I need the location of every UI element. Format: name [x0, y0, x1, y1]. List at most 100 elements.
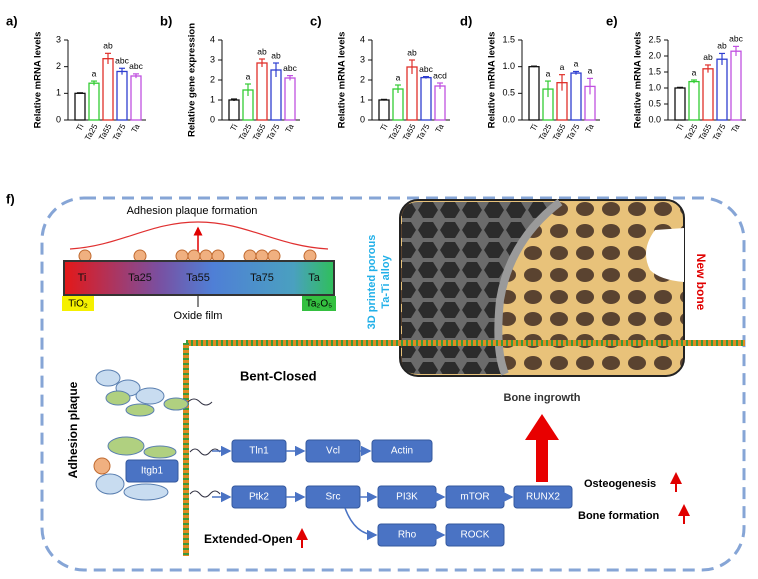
significance-label: ab [717, 41, 727, 51]
adhesion-plaque-label: Adhesion plaque [66, 381, 80, 478]
y-axis-label: Relative mRNA levels [633, 32, 644, 129]
panel-label: f) [6, 191, 15, 206]
y-tick-label: 0.5 [502, 88, 515, 98]
significance-label: a [396, 72, 401, 82]
y-axis-label: Relative gene expression [187, 23, 198, 137]
bar [270, 69, 282, 121]
integrin-bent [95, 369, 213, 417]
y-tick-label: 2.5 [648, 34, 661, 44]
bar [130, 75, 142, 121]
bar [528, 66, 540, 121]
y-tick-label: 2 [210, 74, 215, 84]
node-label: Rho [398, 530, 417, 541]
extended-label: Extended-Open [204, 532, 293, 546]
osteogenesis-label: Osteogenesis [584, 478, 656, 490]
x-tick-label: Ti [379, 122, 390, 132]
x-tick-label: Ta [730, 122, 742, 134]
bar [674, 87, 686, 121]
big-arrow [525, 414, 559, 482]
bar [688, 80, 700, 121]
bar [102, 58, 114, 121]
significance-label: a [560, 62, 565, 72]
bone-image [399, 198, 685, 377]
bar [406, 66, 418, 121]
x-tick-label: Ta [584, 122, 596, 134]
y-tick-label: 4 [210, 34, 215, 44]
significance-label: a [546, 68, 551, 78]
y-tick-label: 2 [360, 74, 365, 84]
y-tick-label: 0.0 [502, 114, 515, 124]
x-tick-label: Ta [284, 122, 296, 134]
y-tick-label: 1.5 [502, 34, 515, 44]
significance-label: acd [433, 70, 447, 80]
significance-label: ab [407, 47, 417, 57]
film-label: Ta55 [186, 272, 210, 284]
ta2o5-box [302, 296, 336, 311]
itgb1-box: Itgb1 [125, 459, 179, 483]
tio2-label: TiO₂ [68, 299, 88, 310]
x-tick-label: Ta55 [401, 122, 418, 142]
y-tick-label: 1.0 [648, 82, 661, 92]
oxide-film-label: Oxide film [174, 310, 223, 322]
node: mTOR [445, 485, 505, 509]
x-tick-label: Ta25 [387, 122, 404, 142]
integrin-extended [93, 436, 221, 501]
panel-label: e) [606, 13, 618, 28]
significance-label: a [92, 68, 97, 78]
y-axis-label: Relative mRNA levels [337, 32, 348, 129]
x-tick-label: Ta55 [697, 122, 714, 142]
tio2-box [62, 296, 94, 311]
x-tick-label: Ta25 [237, 122, 254, 142]
bar [256, 62, 268, 121]
node: Actin [371, 439, 433, 463]
y-tick-label: 0.0 [648, 114, 661, 124]
y-tick-label: 2.0 [648, 50, 661, 60]
bar [730, 50, 742, 121]
x-tick-label: Ta75 [711, 122, 728, 142]
alloy-label: 3D printed porous [366, 235, 378, 330]
bar [88, 82, 100, 121]
node-label: RUNX2 [526, 492, 560, 503]
film-label: Ta25 [128, 272, 152, 284]
y-tick-label: 1.5 [648, 66, 661, 76]
panel-label: b) [160, 13, 172, 28]
x-tick-label: Ta [130, 122, 142, 134]
node: Tln1 [231, 439, 287, 463]
significance-label: ab [103, 41, 113, 51]
bar [716, 58, 728, 121]
node-label: mTOR [460, 492, 489, 503]
bar [420, 76, 432, 121]
x-tick-label: Ta75 [415, 122, 432, 142]
plaque-title: Adhesion plaque formation [127, 205, 258, 217]
node-label: ROCK [461, 530, 490, 541]
bar [434, 85, 446, 121]
x-tick-label: Ta55 [97, 122, 114, 142]
y-tick-label: 1 [56, 88, 61, 98]
node-label: Actin [391, 446, 413, 457]
y-tick-label: 0 [56, 114, 61, 124]
x-tick-label: Ti [229, 122, 240, 132]
bar [74, 92, 86, 121]
x-tick-label: Ti [529, 122, 540, 132]
node: Ptk2 [231, 485, 287, 509]
dashed-frame [40, 196, 746, 572]
x-tick-label: Ta [434, 122, 446, 134]
bar [284, 77, 296, 121]
bone-formation-label: Bone formation [578, 510, 660, 522]
y-tick-label: 1 [210, 94, 215, 104]
significance-label: a [574, 59, 579, 69]
significance-label: abc [129, 61, 143, 71]
film-label: Ta75 [250, 272, 274, 284]
node-label: Itgb1 [141, 466, 164, 477]
x-tick-label: Ta75 [111, 122, 128, 142]
node: ROCK [445, 523, 505, 547]
node-label: Ptk2 [249, 492, 269, 503]
significance-label: a [588, 66, 593, 76]
pathway-arrows [212, 445, 514, 541]
x-tick-label: Ta25 [83, 122, 100, 142]
y-tick-label: 1.0 [502, 61, 515, 71]
alloy-label: Ta-Ti alloy [380, 254, 392, 308]
node: Vcl [305, 439, 361, 463]
node-label: Src [326, 492, 341, 503]
